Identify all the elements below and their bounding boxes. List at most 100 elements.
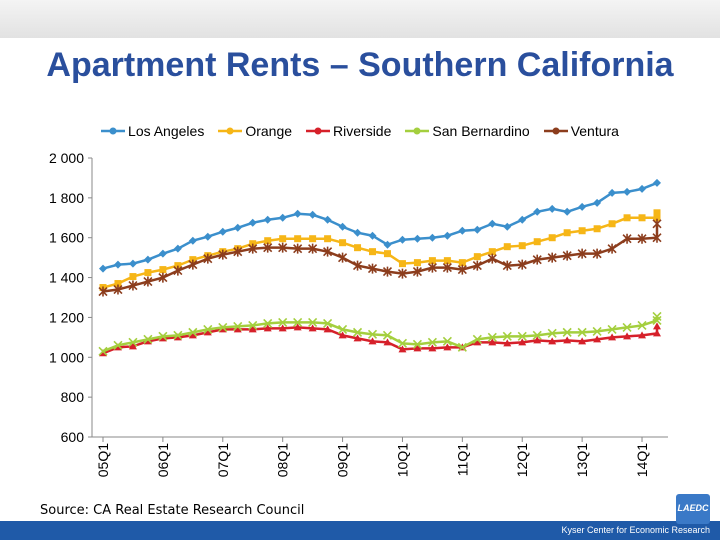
data-point-riverside [383,338,392,346]
data-point-orange [324,235,332,243]
data-point-los-angeles [563,207,572,216]
data-point-ventura [412,266,422,277]
data-point-san-bernardino [233,321,243,331]
data-point-ventura [442,262,452,273]
data-point-los-angeles [233,223,242,232]
data-point-riverside [338,331,347,339]
data-point-los-angeles [218,227,227,236]
data-point-san-bernardino [532,330,542,340]
data-point-ventura [278,242,288,253]
legend-item-riverside: Riverside [306,123,391,139]
data-point-los-angeles [398,235,407,244]
data-point-ventura [263,242,273,253]
data-point-orange [653,209,661,217]
data-point-los-angeles [293,209,302,218]
data-point-riverside [353,334,362,342]
top-banner [0,0,720,38]
x-tick-label: 12Q1 [514,443,530,477]
data-point-riverside [293,323,302,331]
data-point-ventura [592,248,602,259]
data-point-san-bernardino [652,315,662,325]
data-point-los-angeles [623,187,632,196]
data-point-ventura [652,218,662,229]
data-point-orange [129,273,137,281]
data-point-riverside [443,343,452,351]
data-point-ventura [622,233,632,244]
legend-item-orange: Orange [218,123,292,139]
data-point-orange [458,259,466,267]
data-point-orange [443,257,451,265]
data-point-orange [383,250,391,258]
data-point-orange [623,214,631,222]
data-point-riverside [143,337,152,345]
data-point-riverside [413,344,422,352]
data-point-riverside [368,337,377,345]
data-point-los-angeles [278,213,287,222]
laedc-logo: LAEDC [676,494,710,524]
data-point-ventura [607,243,617,254]
y-tick-label: 1 200 [49,309,84,325]
data-point-los-angeles [173,244,182,253]
data-point-riverside [653,322,661,330]
x-tick-label: 13Q1 [574,443,590,477]
series-line-orange [102,212,659,289]
data-point-ventura [427,262,437,273]
legend-swatch-orange [218,127,243,135]
x-tick-label: 10Q1 [394,443,410,477]
data-point-san-bernardino [158,331,168,341]
legend-item-los-angeles: Los Angeles [101,123,204,139]
legend-label: Los Angeles [128,123,205,139]
data-point-san-bernardino [487,332,497,342]
data-point-ventura [338,252,348,263]
data-point-orange [159,266,167,274]
x-tick-label: 05Q1 [95,443,111,477]
data-point-ventura [143,276,153,287]
data-point-los-angeles [578,202,587,211]
data-point-los-angeles [413,234,422,243]
data-point-los-angeles [113,260,122,269]
data-point-san-bernardino [622,322,632,332]
data-point-los-angeles [158,249,167,258]
data-point-riverside [518,338,527,346]
data-point-ventura [128,280,138,291]
data-point-ventura [637,233,647,244]
data-point-san-bernardino [577,327,587,337]
data-point-los-angeles [353,228,362,237]
data-point-riverside [428,344,437,352]
data-point-orange [413,259,421,267]
data-point-ventura [293,243,303,254]
y-tick-label: 1 400 [49,270,84,286]
x-tick-label: 08Q1 [275,443,291,477]
data-point-orange [503,243,511,251]
data-point-ventura [382,266,393,277]
data-point-orange [638,214,646,222]
data-point-san-bernardino [263,318,273,328]
data-point-san-bernardino [502,331,512,341]
data-point-ventura [158,272,168,283]
data-point-los-angeles [473,225,482,234]
data-point-san-bernardino [562,327,572,337]
series-line-riverside [102,326,659,355]
data-point-orange [578,227,586,235]
data-point-san-bernardino [323,318,333,328]
data-point-san-bernardino [188,327,198,337]
data-point-ventura [248,243,258,254]
data-point-orange [593,225,601,233]
data-point-ventura [233,246,243,257]
data-point-san-bernardino [442,336,452,346]
data-point-san-bernardino [637,320,647,330]
data-point-riverside [533,336,542,344]
data-point-orange [653,214,661,222]
series-line-san-bernardino [102,316,659,353]
data-point-los-angeles [608,188,617,197]
data-point-orange [309,235,317,243]
data-point-riverside [99,349,107,357]
legend-label: Orange [245,123,293,139]
source-note: Source: CA Real Estate Research Council [40,503,305,518]
data-point-los-angeles [443,231,452,240]
data-point-orange [428,257,436,265]
legend-label: Ventura [570,123,619,139]
legend-swatch-san-bernardino [405,127,430,135]
data-point-ventura [517,259,527,270]
